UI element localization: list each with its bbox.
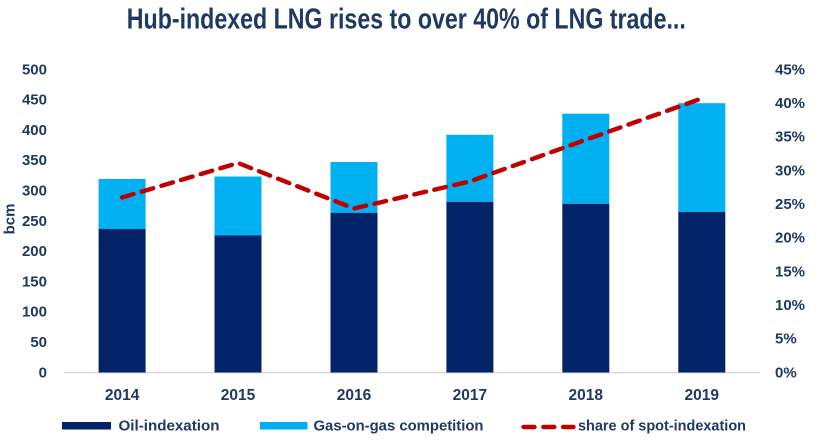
svg-text:20%: 20% — [775, 230, 805, 247]
svg-text:2017: 2017 — [453, 387, 487, 404]
svg-text:bcm: bcm — [2, 204, 19, 235]
svg-text:150: 150 — [22, 273, 47, 290]
svg-text:Gas-on-gas competition: Gas-on-gas competition — [314, 419, 484, 435]
svg-text:300: 300 — [22, 183, 47, 200]
svg-text:2018: 2018 — [569, 387, 604, 404]
svg-text:Hub-indexed LNG rises to over: Hub-indexed LNG rises to over 40% of LNG… — [127, 4, 686, 36]
svg-text:50: 50 — [30, 334, 47, 351]
svg-text:25%: 25% — [775, 196, 805, 213]
svg-text:200: 200 — [22, 243, 47, 260]
svg-text:0: 0 — [39, 364, 47, 381]
svg-text:Oil-indexation: Oil-indexation — [119, 419, 220, 435]
svg-text:10%: 10% — [775, 297, 805, 314]
svg-text:45%: 45% — [775, 61, 805, 78]
svg-text:250: 250 — [22, 213, 47, 230]
svg-text:35%: 35% — [775, 129, 805, 146]
svg-text:5%: 5% — [775, 331, 797, 348]
svg-text:400: 400 — [22, 122, 47, 139]
svg-text:500: 500 — [22, 61, 47, 78]
svg-text:350: 350 — [22, 152, 47, 169]
svg-text:share of spot-indexation: share of spot-indexation — [578, 419, 746, 435]
svg-text:2019: 2019 — [685, 387, 720, 404]
svg-text:2014: 2014 — [105, 387, 140, 404]
svg-text:100: 100 — [22, 304, 47, 321]
svg-text:0%: 0% — [775, 364, 797, 381]
svg-text:30%: 30% — [775, 162, 805, 179]
svg-text:2015: 2015 — [221, 387, 256, 404]
svg-text:15%: 15% — [775, 263, 805, 280]
svg-text:2016: 2016 — [337, 387, 372, 404]
svg-text:40%: 40% — [775, 95, 805, 112]
svg-text:450: 450 — [22, 92, 47, 109]
